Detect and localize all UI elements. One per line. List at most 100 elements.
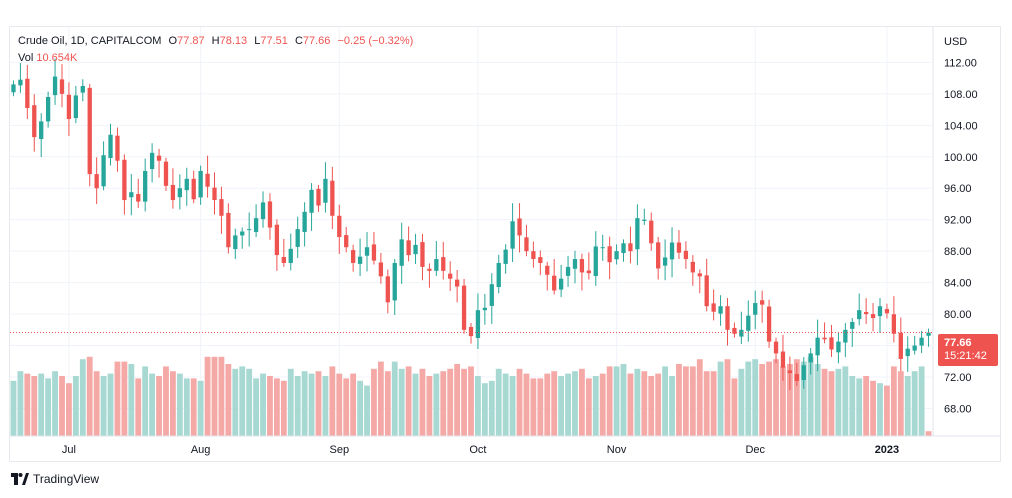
candle-body xyxy=(247,229,252,231)
candle-body xyxy=(364,247,370,256)
volume-bar xyxy=(856,378,863,436)
candle-body xyxy=(794,374,799,381)
volume-bar xyxy=(870,380,876,436)
candle-body xyxy=(205,173,210,187)
y-tick-label: 80.00 xyxy=(944,309,972,321)
volume-bar xyxy=(322,376,329,436)
candle-body xyxy=(642,219,647,221)
candle-body xyxy=(323,178,328,203)
candle-body xyxy=(558,278,564,290)
volume-bar xyxy=(807,356,814,436)
volume-bar xyxy=(530,378,537,436)
volume-bar xyxy=(17,371,24,436)
volume-bar xyxy=(280,380,287,436)
volume-bar xyxy=(585,378,592,436)
volume-bar xyxy=(759,364,766,436)
volume-bar xyxy=(419,368,426,436)
volume-bar xyxy=(142,366,149,436)
candle-body xyxy=(753,303,758,315)
open-value: 77.87 xyxy=(177,35,205,47)
candle-body xyxy=(739,329,744,337)
candle-body xyxy=(212,187,217,201)
volume-bar xyxy=(24,373,31,436)
volume-bar xyxy=(717,361,724,436)
volume-bar xyxy=(38,373,45,436)
x-tick-label: Sep xyxy=(329,444,349,456)
candle-body xyxy=(850,321,855,329)
candle-body xyxy=(704,275,709,307)
volume-bar xyxy=(114,361,121,436)
candle-body xyxy=(413,244,418,255)
candle-body xyxy=(94,174,99,189)
volume-bar xyxy=(440,371,447,436)
volume-bar xyxy=(135,378,142,436)
volume-bar xyxy=(197,380,204,436)
volume-bar xyxy=(384,371,391,436)
volume-bar xyxy=(877,383,883,436)
volume-bar xyxy=(703,371,710,436)
candle-body xyxy=(649,220,654,244)
volume-bar xyxy=(405,366,412,436)
candle-body xyxy=(240,231,245,236)
volume-bar xyxy=(163,366,169,436)
candle-body xyxy=(267,201,273,228)
volume-value: 10.654K xyxy=(36,52,78,64)
volume-bar xyxy=(343,378,350,436)
volume-bar xyxy=(211,356,218,436)
volume-bar xyxy=(634,368,641,436)
volume-bar xyxy=(842,366,849,436)
y-tick-label: 84.00 xyxy=(944,278,972,290)
volume-bar xyxy=(766,361,773,436)
volume-bar xyxy=(308,373,315,436)
candle-body xyxy=(427,268,432,271)
volume-bar xyxy=(773,359,779,436)
candle-body xyxy=(635,218,640,250)
brand-logo[interactable]: TradingView xyxy=(11,472,99,486)
candle-body xyxy=(143,170,148,202)
volume-bar xyxy=(509,376,516,436)
volume-bar xyxy=(516,368,523,436)
candle-body xyxy=(760,300,765,305)
candle-body xyxy=(683,250,689,260)
candle-body xyxy=(482,307,488,311)
volume-bar xyxy=(488,380,495,436)
candle-body xyxy=(357,256,363,264)
candle-body xyxy=(59,79,65,94)
candle-body xyxy=(725,306,730,330)
volume-bar xyxy=(273,378,280,436)
volume-bar xyxy=(86,356,93,436)
candle-body xyxy=(884,309,890,314)
volume-bar xyxy=(454,364,461,436)
last-price-value: 77.66 xyxy=(944,337,972,349)
open-label: O xyxy=(168,35,178,47)
candle-body xyxy=(912,345,917,351)
candle-body xyxy=(108,134,113,159)
volume-bar xyxy=(502,373,509,436)
volume-bar xyxy=(627,373,634,436)
candle-body xyxy=(593,246,598,277)
volume-bar xyxy=(613,366,620,436)
candle-body xyxy=(87,87,92,175)
candle-body xyxy=(662,257,668,266)
y-tick-label: 72.00 xyxy=(944,372,972,384)
candle-body xyxy=(538,257,543,263)
volume-bar xyxy=(447,368,454,436)
volume-bar xyxy=(232,368,239,436)
volume-bar xyxy=(648,376,655,436)
candle-body xyxy=(621,243,626,254)
volume-bar xyxy=(128,364,135,436)
volume-bar xyxy=(780,366,786,436)
candle-body xyxy=(857,310,862,320)
candle-body xyxy=(385,276,390,303)
volume-bar xyxy=(925,431,932,436)
volume-bar xyxy=(260,373,266,436)
candle-body xyxy=(510,221,515,249)
volume-bar xyxy=(246,368,253,436)
candle-body xyxy=(822,337,827,340)
volume-bar xyxy=(849,376,856,436)
volume-bar xyxy=(253,378,260,436)
candle-body xyxy=(898,332,903,359)
volume-bar xyxy=(350,373,357,436)
candle-body xyxy=(656,242,661,269)
